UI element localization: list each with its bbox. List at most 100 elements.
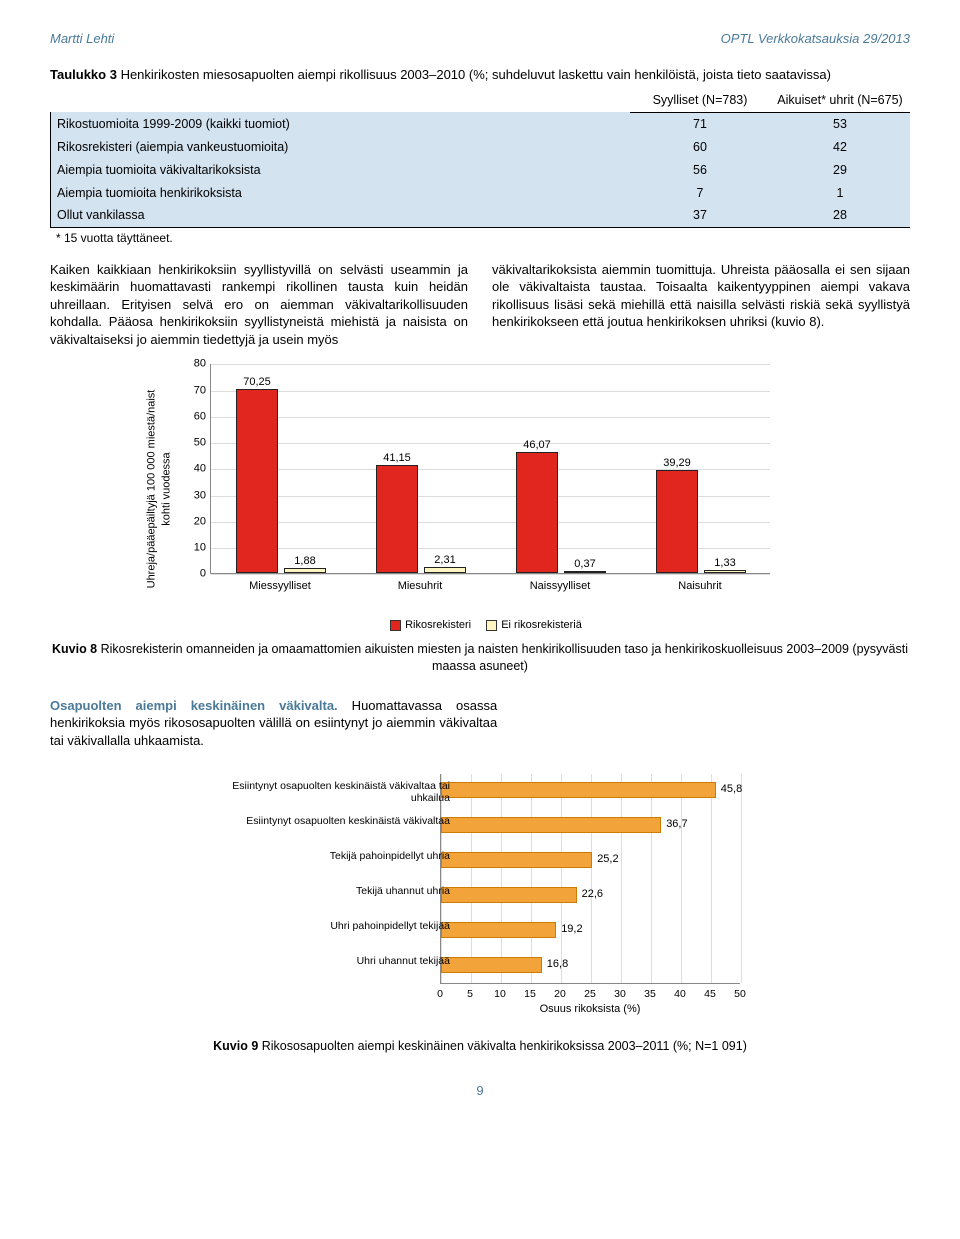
chart-bar [441, 817, 661, 833]
ytick: 80 [181, 357, 206, 372]
chart-bar: 41,15 [376, 465, 418, 573]
bar-value: 16,8 [547, 957, 568, 972]
legend-label-1: Rikosrekisteri [405, 619, 471, 631]
chart9-xlabel: Osuus rikoksista (%) [440, 1002, 740, 1017]
gridline [471, 774, 472, 983]
chart-bar: 2,31 [424, 567, 466, 573]
chart8-container: Uhreja/pääepäiltyjä 100 000 miestä/naist… [50, 364, 910, 633]
gridline [591, 774, 592, 983]
bar-value: 70,25 [237, 375, 277, 390]
gridline [651, 774, 652, 983]
gridline [681, 774, 682, 983]
table-row: Rikostuomioita 1999-2009 (kaikki tuomiot… [51, 112, 911, 135]
table-cell-v2: 29 [770, 159, 910, 182]
table-cell-v1: 71 [630, 112, 770, 135]
bar-value: 0,37 [565, 557, 605, 572]
table-cell-label: Aiempia tuomioita väkivaltarikoksista [51, 159, 631, 182]
chart9-plot [440, 774, 740, 984]
gridline [531, 774, 532, 983]
chart8-legend: Rikosrekisteri Ei rikosrekisteriä [50, 618, 910, 633]
page-header: Martti Lehti OPTL Verkkokatsauksia 29/20… [50, 30, 910, 48]
para-right: väkivaltarikoksista aiemmin tuomittuja. … [492, 261, 910, 349]
gridline [211, 417, 770, 418]
table-cell-v1: 7 [630, 182, 770, 205]
xlabel: Naisuhrit [630, 579, 770, 594]
chart-bar: 1,33 [704, 570, 746, 573]
chart-bar: 70,25 [236, 389, 278, 573]
xtick: 20 [554, 987, 566, 1001]
chart-bar [441, 922, 556, 938]
bar-value: 36,7 [666, 817, 687, 832]
xtick: 5 [467, 987, 473, 1001]
gridline [211, 443, 770, 444]
bar-value: 46,07 [517, 438, 557, 453]
xlabel: Naissyylliset [490, 579, 630, 594]
caption9: Kuvio 9 Rikososapuolten aiempi keskinäin… [50, 1038, 910, 1055]
gridline [501, 774, 502, 983]
ytick: 60 [181, 409, 206, 424]
xtick: 0 [437, 987, 443, 1001]
chart9-category: Esiintynyt osapuolten keskinäistä väkiva… [220, 780, 450, 804]
legend-swatch-2 [486, 620, 497, 631]
table-cell-label: Rikostuomioita 1999-2009 (kaikki tuomiot… [51, 112, 631, 135]
table3-h-col1: Syylliset (N=783) [630, 89, 770, 112]
legend-label-2: Ei rikosrekisteriä [501, 619, 582, 631]
table-row: Ollut vankilassa3728 [51, 204, 911, 227]
gridline [441, 774, 442, 983]
xlabel: Miessyylliset [210, 579, 350, 594]
table-cell-v1: 56 [630, 159, 770, 182]
chart-bar [441, 887, 577, 903]
gridline [211, 364, 770, 365]
table3-h-blank [51, 89, 631, 112]
table-row: Rikosrekisteri (aiempia vankeustuomioita… [51, 136, 911, 159]
chart8: Uhreja/pääepäiltyjä 100 000 miestä/naist… [170, 364, 810, 614]
ytick: 30 [181, 488, 206, 503]
ytick: 0 [181, 567, 206, 582]
table3-title-strong: Taulukko 3 [50, 67, 117, 82]
table3-h-col2: Aikuiset* uhrit (N=675) [770, 89, 910, 112]
xtick: 50 [734, 987, 746, 1001]
ytick: 50 [181, 436, 206, 451]
chart-bar: 46,07 [516, 452, 558, 573]
gridline [741, 774, 742, 983]
legend-swatch-1 [390, 620, 401, 631]
chart-bar: 0,37 [564, 571, 606, 573]
page-number: 9 [50, 1082, 910, 1100]
chart9-category: Uhri uhannut tekijää [220, 955, 450, 967]
chart9-category: Esiintynyt osapuolten keskinäistä väkiva… [220, 815, 450, 827]
chart8-ylabel: Uhreja/pääepäiltyjä 100 000 miestä/naist… [145, 390, 175, 589]
table-cell-label: Rikosrekisteri (aiempia vankeustuomioita… [51, 136, 631, 159]
caption9-rest: Rikososapuolten aiempi keskinäinen väkiv… [258, 1039, 747, 1053]
two-column-paragraph: Kaiken kaikkiaan henkirikoksiin syyllist… [50, 261, 910, 349]
bar-value: 39,29 [657, 456, 697, 471]
bar-value: 19,2 [561, 922, 582, 937]
chart-bar: 1,88 [284, 568, 326, 573]
xlabel: Miesuhrit [350, 579, 490, 594]
table-row: Aiempia tuomioita väkivaltarikoksista562… [51, 159, 911, 182]
table3-note: * 15 vuotta täyttäneet. [56, 230, 910, 246]
ytick: 20 [181, 514, 206, 529]
chart9-category: Tekijä uhannut uhria [220, 885, 450, 897]
bar-value: 2,31 [425, 553, 465, 568]
table-cell-v2: 28 [770, 204, 910, 227]
xtick: 30 [614, 987, 626, 1001]
chart-bar [441, 782, 716, 798]
author-name: Martti Lehti [50, 30, 114, 48]
section2-paragraph: Osapuolten aiempi keskinäinen väkivalta.… [50, 697, 497, 750]
xtick: 15 [524, 987, 536, 1001]
table3: Syylliset (N=783) Aikuiset* uhrit (N=675… [50, 89, 910, 228]
caption8: Kuvio 8 Rikosrekisterin omanneiden ja om… [50, 641, 910, 675]
table-cell-v2: 42 [770, 136, 910, 159]
table-cell-label: Aiempia tuomioita henkirikoksista [51, 182, 631, 205]
chart8-plot: 0102030405060708070,251,8841,152,3146,07… [210, 364, 770, 574]
chart-bar [441, 852, 592, 868]
gridline [211, 574, 770, 575]
table-cell-label: Ollut vankilassa [51, 204, 631, 227]
table-row: Aiempia tuomioita henkirikoksista71 [51, 182, 911, 205]
chart9: Osuus rikoksista (%) 0510152025303540455… [200, 774, 760, 1034]
section2-title: Osapuolten aiempi keskinäinen väkivalta. [50, 698, 338, 713]
publication-ref: OPTL Verkkokatsauksia 29/2013 [721, 30, 910, 48]
gridline [561, 774, 562, 983]
bar-value: 22,6 [582, 887, 603, 902]
chart-bar: 39,29 [656, 470, 698, 573]
